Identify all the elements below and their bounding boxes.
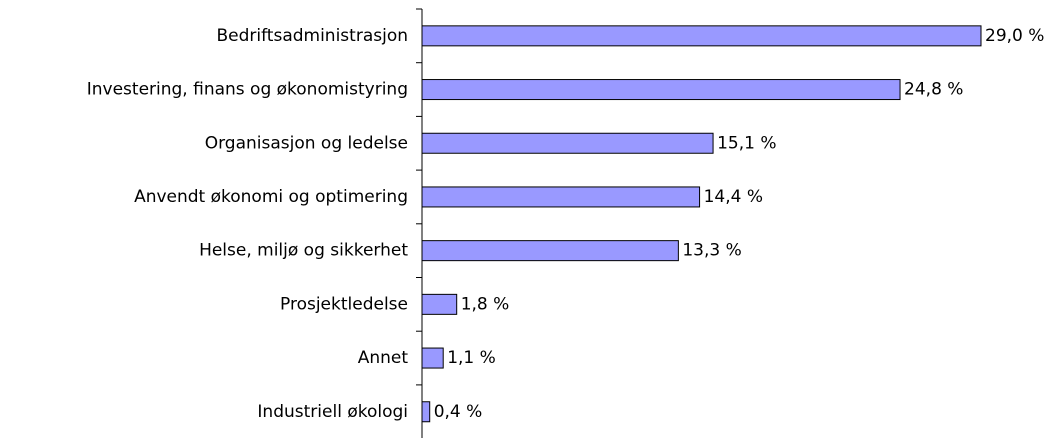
y-tick-label: Investering, finans og økonomistyring	[87, 80, 408, 100]
bar	[421, 401, 431, 423]
y-tick-label: Bedriftsadministrasjon	[216, 26, 408, 46]
data-label: 1,1 %	[447, 348, 496, 368]
bar	[421, 293, 458, 315]
data-label: 24,8 %	[904, 80, 963, 100]
y-tick-label: Helse, miljø og sikkerhet	[199, 241, 408, 261]
y-tick-label: Industriell økologi	[257, 402, 408, 422]
bar	[421, 79, 901, 101]
y-tick-label: Annet	[358, 348, 409, 368]
y-tick-label: Anvendt økonomi og optimering	[134, 187, 408, 207]
bar	[421, 347, 444, 369]
data-label: 14,4 %	[704, 187, 763, 207]
data-label: 29,0 %	[985, 26, 1044, 46]
bar	[421, 186, 701, 208]
data-label: 1,8 %	[461, 294, 510, 314]
bar	[421, 240, 679, 262]
bar	[421, 132, 714, 154]
y-tick-label: Prosjektledelse	[280, 294, 408, 314]
bar	[421, 25, 982, 47]
data-label: 13,3 %	[682, 241, 741, 261]
y-tick-label: Organisasjon og ledelse	[205, 133, 408, 153]
data-label: 15,1 %	[717, 133, 776, 153]
data-label: 0,4 %	[434, 402, 483, 422]
